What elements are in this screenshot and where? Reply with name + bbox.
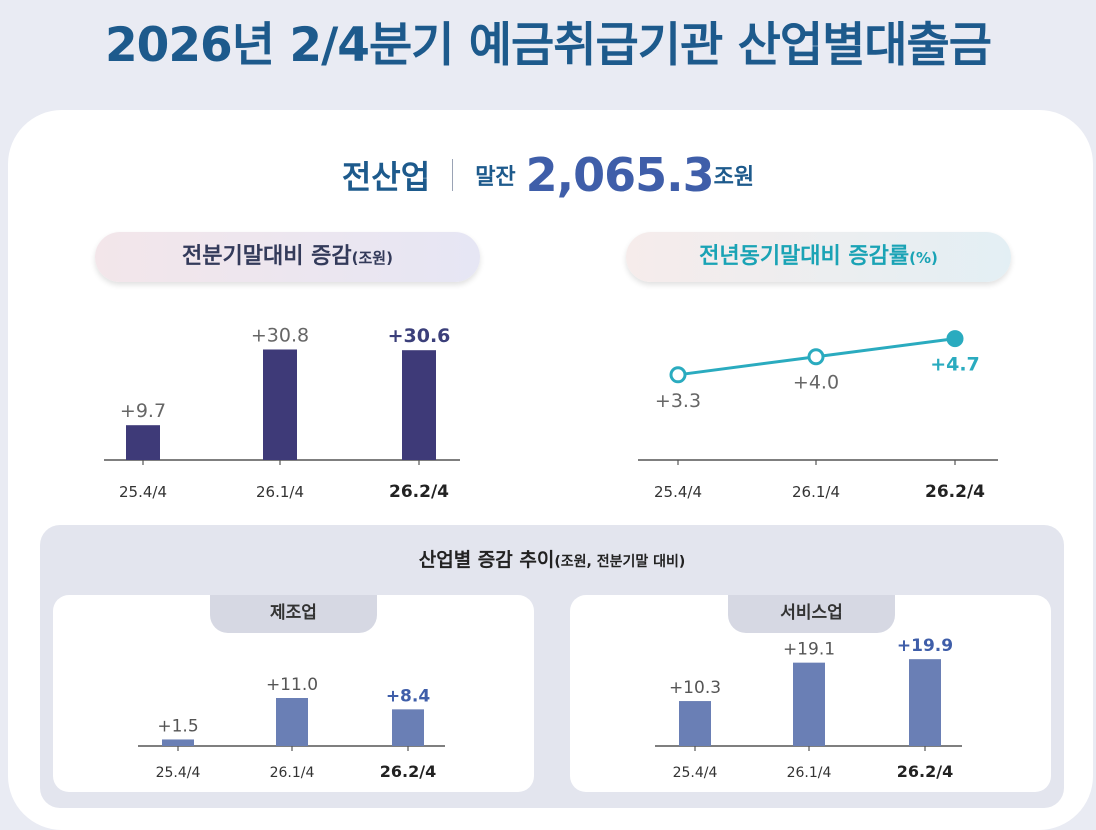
x-tick-label: 26.1/4 <box>256 483 304 501</box>
manufacturing-label: 제조업 <box>210 595 377 633</box>
manufacturing-bar-chart: +1.5 25.4/4 +11.0 26.1/4 +8.4 26.2/4 <box>138 675 445 781</box>
x-tick-label: 25.4/4 <box>119 483 167 501</box>
balance-unit: 조원 <box>713 165 755 190</box>
data-label: +1.5 <box>157 716 198 736</box>
bar <box>392 709 424 746</box>
data-label: +30.6 <box>388 325 451 347</box>
services-label: 서비스업 <box>728 595 895 633</box>
headline: 전산업 말잔 2,065.3조원 <box>0 148 1096 202</box>
data-label: +30.8 <box>251 324 309 346</box>
bar <box>162 739 194 746</box>
data-label: +10.3 <box>669 678 721 698</box>
data-label: +4.0 <box>793 372 839 394</box>
data-label: +8.4 <box>386 686 431 706</box>
yoy-line-chart: +3.3 25.4/4 +4.0 26.1/4 +4.7 26.2/4 <box>638 330 998 502</box>
data-label: +3.3 <box>655 390 701 412</box>
bar <box>793 662 825 746</box>
x-tick-label: 26.2/4 <box>925 482 985 502</box>
x-tick-label: 26.1/4 <box>787 765 832 781</box>
services-bar-chart: +10.3 25.4/4 +19.1 26.1/4 +19.9 26.2/4 <box>655 636 962 781</box>
yoy-rate-label: 전년동기말대비 증감률 <box>699 244 910 269</box>
trend-title: 산업별 증감 추이(조원, 전분기말 대비) <box>40 545 1064 572</box>
x-tick-label: 25.4/4 <box>156 765 201 781</box>
balance-value: 2,065.3 <box>525 148 715 202</box>
data-point <box>669 366 687 384</box>
qoq-change-label: 전분기말대비 증감 <box>182 244 352 269</box>
data-label: +9.7 <box>120 400 166 422</box>
data-label: +19.9 <box>897 636 953 656</box>
page-title: 2026년 2/4분기 예금취급기관 산업별대출금 <box>104 18 992 73</box>
x-tick-label: 25.4/4 <box>673 765 718 781</box>
bar <box>679 701 711 746</box>
data-label: +11.0 <box>266 675 318 695</box>
bar <box>276 698 308 746</box>
trend-title-text: 산업별 증감 추이 <box>418 549 555 571</box>
qoq-bar-chart: +9.7 25.4/4 +30.8 26.1/4 +30.6 26.2/4 <box>104 324 460 502</box>
x-tick-label: 26.2/4 <box>380 762 436 781</box>
x-tick-label: 26.2/4 <box>897 762 953 781</box>
bar <box>263 349 297 460</box>
data-point <box>946 330 964 348</box>
qoq-change-unit: (조원) <box>351 249 393 267</box>
x-tick-label: 25.4/4 <box>654 483 702 501</box>
industry-label: 전산업 <box>341 158 431 196</box>
bar <box>909 659 941 746</box>
bar <box>126 425 160 460</box>
x-tick-label: 26.2/4 <box>389 482 449 502</box>
yoy-rate-pill: 전년동기말대비 증감률(%) <box>626 232 1011 282</box>
qoq-change-pill: 전분기말대비 증감(조원) <box>95 232 480 282</box>
divider <box>452 159 454 191</box>
yoy-rate-unit: (%) <box>909 249 938 267</box>
trend-title-unit: (조원, 전분기말 대비) <box>554 554 686 570</box>
data-label: +4.7 <box>930 354 980 376</box>
data-label: +19.1 <box>783 640 835 660</box>
x-tick-label: 26.1/4 <box>270 765 315 781</box>
balance-label: 말잔 <box>475 165 516 190</box>
bar <box>402 350 436 460</box>
data-point <box>807 348 825 366</box>
x-tick-label: 26.1/4 <box>792 483 840 501</box>
